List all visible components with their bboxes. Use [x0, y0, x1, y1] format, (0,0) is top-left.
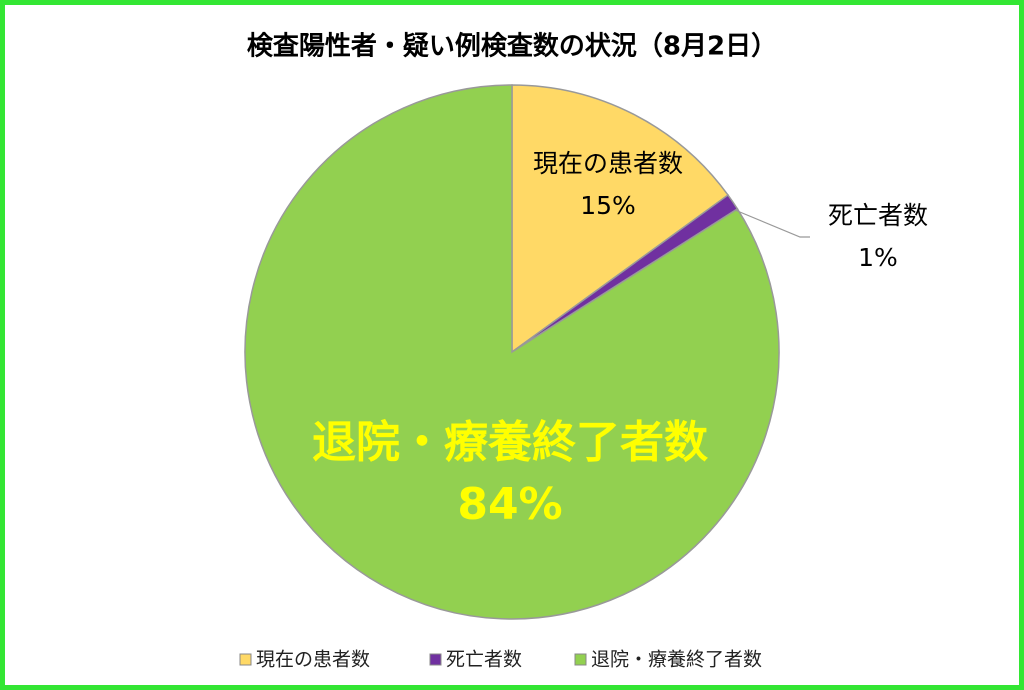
- data-label-value: 15%: [580, 191, 636, 220]
- legend-swatch: [574, 653, 587, 666]
- data-label-value: 1%: [858, 243, 898, 272]
- pie-slice: [511, 84, 730, 354]
- data-label-category: 退院・療養終了者数: [312, 417, 708, 468]
- legend-label: 現在の患者数: [256, 649, 370, 671]
- legend-label: 退院・療養終了者数: [591, 649, 762, 671]
- data-label-value: 84%: [457, 479, 562, 530]
- leader-line: [734, 209, 810, 238]
- data-label-category: 死亡者数: [828, 201, 928, 230]
- legend-swatch: [429, 653, 442, 666]
- data-label-category: 現在の患者数: [533, 149, 683, 178]
- pie-slice: [244, 84, 780, 620]
- legend-swatch: [239, 653, 252, 666]
- chart-title: 検査陽性者・疑い例検査数の状況（8月2日）: [247, 32, 777, 62]
- legend-label: 死亡者数: [446, 649, 522, 671]
- chart: 検査陽性者・疑い例検査数の状況（8月2日） 現在の患者数 15% 死亡者数 1% 退院・…: [239, 32, 928, 671]
